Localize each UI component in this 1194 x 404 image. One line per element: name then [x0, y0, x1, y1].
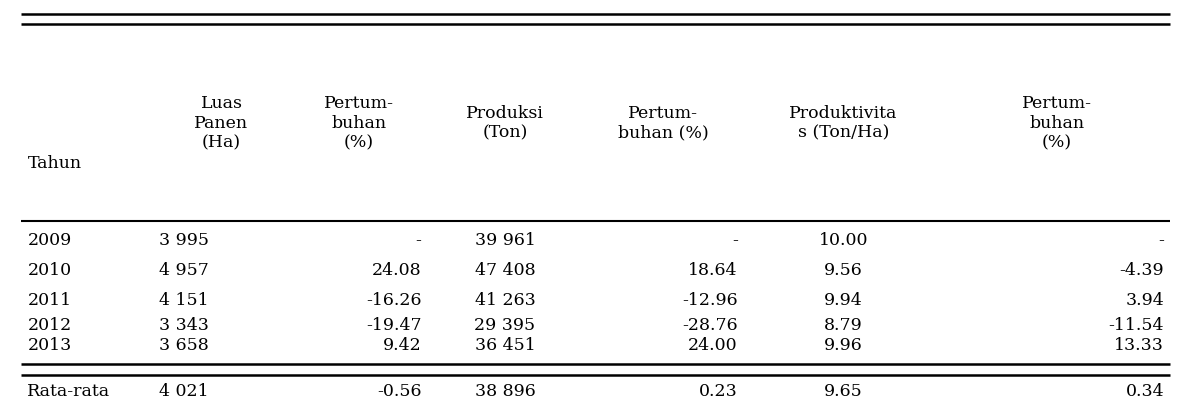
Text: -4.39: -4.39: [1120, 262, 1164, 279]
Text: 9.96: 9.96: [824, 337, 863, 354]
Text: 8.79: 8.79: [824, 317, 863, 334]
Text: 2011: 2011: [27, 292, 72, 309]
Text: -: -: [416, 232, 421, 249]
Text: -: -: [732, 232, 738, 249]
Text: 24.00: 24.00: [688, 337, 738, 354]
Text: Pertum-
buhan
(%): Pertum- buhan (%): [324, 95, 394, 152]
Text: 10.00: 10.00: [819, 232, 868, 249]
Text: 9.65: 9.65: [824, 383, 863, 400]
Text: 41 263: 41 263: [475, 292, 535, 309]
Text: 2009: 2009: [27, 232, 72, 249]
Text: -: -: [1158, 232, 1164, 249]
Text: -12.96: -12.96: [682, 292, 738, 309]
Text: Pertum-
buhan
(%): Pertum- buhan (%): [1022, 95, 1091, 152]
Text: 9.56: 9.56: [824, 262, 863, 279]
Text: Tahun: Tahun: [27, 155, 81, 172]
Text: Luas
Panen
(Ha): Luas Panen (Ha): [195, 95, 248, 152]
Text: 0.23: 0.23: [700, 383, 738, 400]
Text: 4 151: 4 151: [159, 292, 209, 309]
Text: -19.47: -19.47: [365, 317, 421, 334]
Text: 2010: 2010: [27, 262, 72, 279]
Text: 24.08: 24.08: [371, 262, 421, 279]
Text: 9.94: 9.94: [824, 292, 863, 309]
Text: 2012: 2012: [27, 317, 72, 334]
Text: Rata-rata: Rata-rata: [27, 383, 111, 400]
Text: 39 961: 39 961: [475, 232, 535, 249]
Text: -0.56: -0.56: [377, 383, 421, 400]
Text: 36 451: 36 451: [475, 337, 535, 354]
Text: 9.42: 9.42: [383, 337, 421, 354]
Text: -11.54: -11.54: [1109, 317, 1164, 334]
Text: Produksi
(Ton): Produksi (Ton): [466, 105, 544, 141]
Text: 3 995: 3 995: [159, 232, 209, 249]
Text: -28.76: -28.76: [682, 317, 738, 334]
Text: 0.34: 0.34: [1126, 383, 1164, 400]
Text: -16.26: -16.26: [367, 292, 421, 309]
Text: Produktivita
s (Ton/Ha): Produktivita s (Ton/Ha): [789, 105, 898, 141]
Text: 4 021: 4 021: [159, 383, 209, 400]
Text: 18.64: 18.64: [689, 262, 738, 279]
Text: 47 408: 47 408: [475, 262, 535, 279]
Text: Pertum-
buhan (%): Pertum- buhan (%): [617, 105, 709, 141]
Text: 2013: 2013: [27, 337, 72, 354]
Text: 3 658: 3 658: [159, 337, 209, 354]
Text: 29 395: 29 395: [474, 317, 536, 334]
Text: 38 896: 38 896: [475, 383, 535, 400]
Text: 3 343: 3 343: [159, 317, 209, 334]
Text: 3.94: 3.94: [1126, 292, 1164, 309]
Text: 4 957: 4 957: [159, 262, 209, 279]
Text: 13.33: 13.33: [1114, 337, 1164, 354]
